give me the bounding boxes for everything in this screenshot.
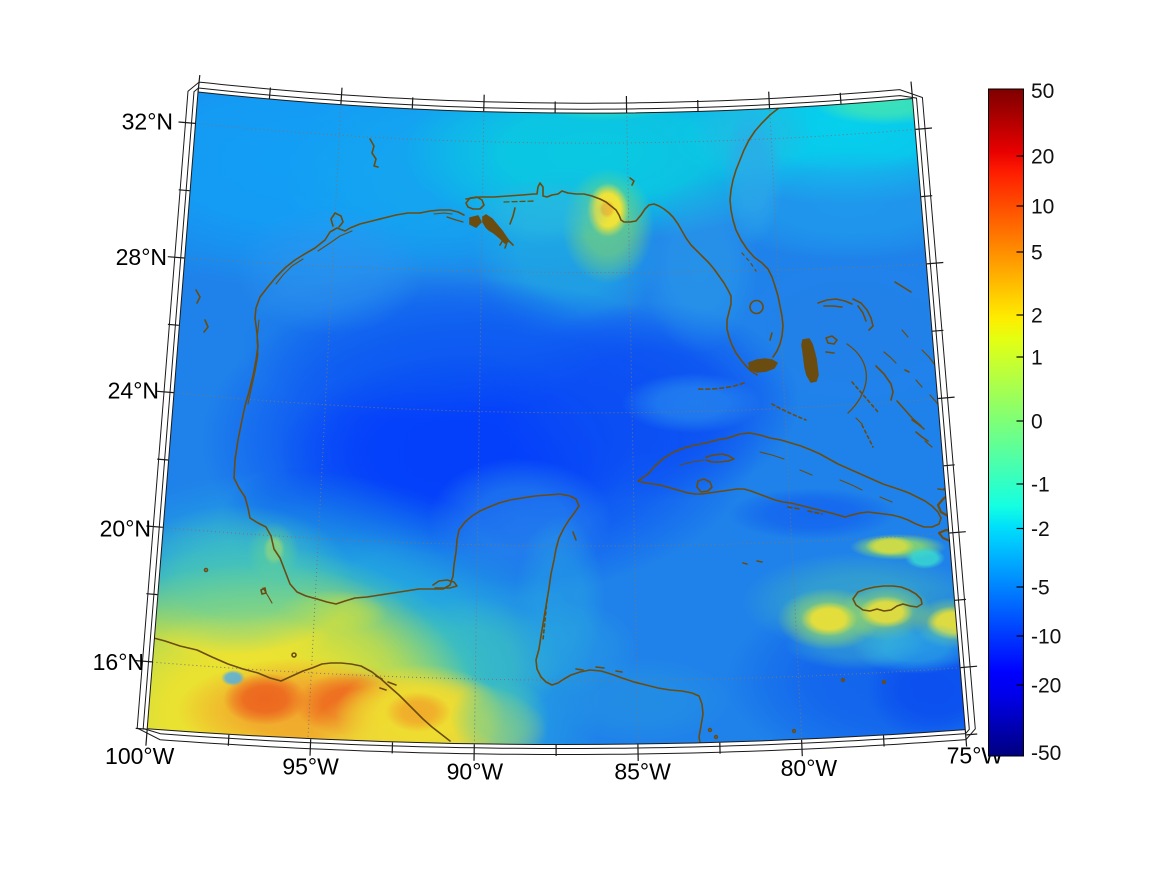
svg-text:2: 2 xyxy=(1031,305,1043,328)
svg-text:28°N: 28°N xyxy=(116,244,167,270)
svg-text:0: 0 xyxy=(1031,411,1043,434)
svg-text:-20: -20 xyxy=(1031,675,1061,698)
svg-text:100°W: 100°W xyxy=(105,743,175,769)
svg-text:5: 5 xyxy=(1031,242,1043,265)
svg-text:80°W: 80°W xyxy=(781,755,838,781)
svg-text:1: 1 xyxy=(1031,347,1043,370)
svg-text:24°N: 24°N xyxy=(108,378,159,404)
svg-text:10: 10 xyxy=(1031,196,1054,219)
svg-text:20°N: 20°N xyxy=(100,515,151,541)
svg-text:16°N: 16°N xyxy=(93,649,144,675)
svg-text:32°N: 32°N xyxy=(122,108,173,134)
svg-text:85°W: 85°W xyxy=(614,759,671,785)
svg-text:90°W: 90°W xyxy=(447,759,504,785)
svg-text:50: 50 xyxy=(1031,80,1054,103)
svg-text:-1: -1 xyxy=(1031,474,1050,497)
svg-text:-2: -2 xyxy=(1031,518,1050,541)
svg-text:-50: -50 xyxy=(1031,742,1061,765)
svg-text:-10: -10 xyxy=(1031,626,1061,649)
svg-text:95°W: 95°W xyxy=(282,753,339,779)
svg-text:20: 20 xyxy=(1031,146,1054,169)
svg-text:-5: -5 xyxy=(1031,577,1050,600)
